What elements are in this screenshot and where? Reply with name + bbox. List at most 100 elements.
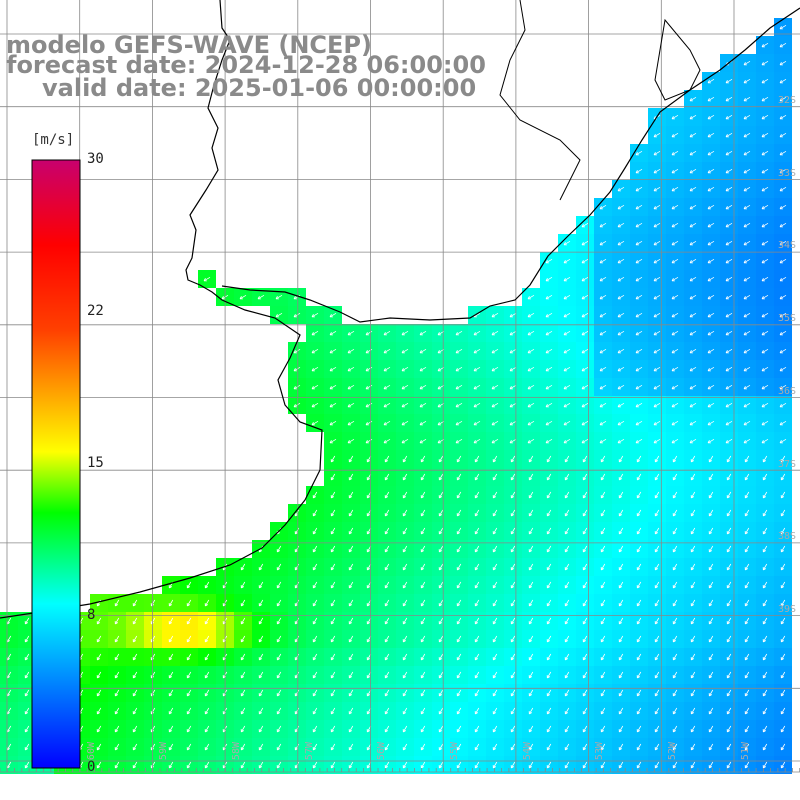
wind-arrow: [707, 330, 715, 336]
wind-arrow: [96, 635, 102, 643]
wind-arrow: [258, 599, 264, 607]
lon-label: 55W: [449, 742, 460, 761]
wind-arrow: [671, 204, 679, 210]
wind-arrow: [617, 384, 625, 390]
wind-arrow: [654, 509, 660, 517]
wind-arrow: [492, 455, 498, 463]
wind-arrow: [168, 725, 174, 733]
wind-arrow: [689, 366, 697, 372]
wind-arrow: [114, 707, 120, 715]
wind-arrow: [672, 509, 678, 517]
wind-arrow: [726, 581, 732, 589]
wind-arrow: [636, 455, 642, 463]
wind-arrow: [311, 420, 319, 426]
wind-arrow: [384, 617, 390, 625]
wind-arrow: [726, 671, 732, 679]
wind-arrow: [239, 294, 247, 300]
wind-arrow: [654, 473, 660, 481]
wind-arrow: [510, 581, 516, 589]
wind-arrow: [168, 653, 174, 661]
wind-arrow: [689, 348, 697, 354]
wind-arrow: [671, 384, 679, 390]
wind-arrow: [491, 366, 499, 372]
wind-arrow: [599, 384, 607, 390]
wind-arrow: [653, 366, 661, 372]
wind-arrow: [744, 743, 750, 751]
wind-arrow: [420, 563, 426, 571]
wind-arrow: [564, 707, 570, 715]
wind-arrow: [617, 258, 625, 264]
wind-arrow: [258, 563, 264, 571]
wind-arrow: [438, 491, 444, 499]
wind-arrow: [564, 725, 570, 733]
rio-de-la-plata-north-shore: [221, 7, 800, 323]
wind-arrow: [762, 581, 768, 589]
wind-arrow: [330, 545, 336, 553]
wind-arrow: [653, 222, 661, 228]
wind-arrow: [779, 132, 787, 138]
wind-arrow: [761, 114, 769, 120]
wind-arrow: [581, 222, 589, 228]
wind-arrow: [510, 473, 516, 481]
wind-arrow: [545, 438, 553, 444]
wind-arrow: [564, 671, 570, 679]
wind-arrow: [491, 330, 499, 336]
wind-arrow: [347, 348, 355, 354]
wind-arrow: [402, 455, 408, 463]
wind-arrow: [726, 455, 732, 463]
colorbar-unit: [m/s]: [32, 132, 75, 148]
wind-arrow: [654, 743, 660, 751]
wind-arrow: [653, 150, 661, 156]
wind-arrow: [168, 707, 174, 715]
wind-arrow: [707, 258, 715, 264]
wind-arrow: [761, 276, 769, 282]
wind-arrow: [618, 473, 624, 481]
wind-arrow: [419, 348, 427, 354]
wind-arrow: [528, 509, 534, 517]
wind-arrow: [491, 420, 499, 426]
wind-arrow: [276, 545, 282, 553]
wind-arrow: [402, 635, 408, 643]
wind-arrow: [96, 617, 102, 625]
wind-arrow: [725, 78, 733, 84]
wind-arrow: [474, 581, 480, 589]
wind-arrow: [635, 420, 643, 426]
lon-label: 54W: [522, 742, 533, 761]
wind-arrow: [617, 348, 625, 354]
wind-arrow: [474, 527, 480, 535]
wind-arrow: [204, 743, 210, 751]
wind-arrow: [690, 581, 696, 589]
lat-label: 33S: [777, 168, 796, 179]
wind-arrow: [671, 168, 679, 174]
wind-arrow: [743, 132, 751, 138]
wind-arrow: [600, 635, 606, 643]
wind-arrow: [636, 725, 642, 733]
wind-arrow: [743, 240, 751, 246]
wind-arrow: [744, 581, 750, 589]
wind-arrow: [258, 725, 264, 733]
wind-arrow: [618, 491, 624, 499]
wind-arrow: [725, 150, 733, 156]
wind-arrow: [510, 545, 516, 553]
wind-arrow: [707, 96, 715, 102]
wind-arrow: [132, 743, 138, 751]
title-forecast-date: forecast date: 2024-12-28 06:00:00: [6, 51, 486, 79]
wind-arrow: [114, 635, 120, 643]
wind-arrow: [564, 599, 570, 607]
wind-arrow: [599, 438, 607, 444]
wind-arrow: [581, 384, 589, 390]
wind-arrow: [635, 402, 643, 408]
wind-arrow: [780, 527, 786, 535]
wind-arrow: [204, 671, 210, 679]
wind-arrow: [617, 402, 625, 408]
wind-arrow: [708, 491, 714, 499]
wind-arrow: [96, 671, 102, 679]
wind-arrow: [654, 545, 660, 553]
wind-arrow: [600, 653, 606, 661]
wind-arrow: [779, 96, 787, 102]
wind-arrow: [492, 689, 498, 697]
wind-arrow: [240, 689, 246, 697]
wind-arrow: [312, 743, 318, 751]
wind-arrow: [402, 761, 408, 769]
wind-arrow: [348, 527, 354, 535]
